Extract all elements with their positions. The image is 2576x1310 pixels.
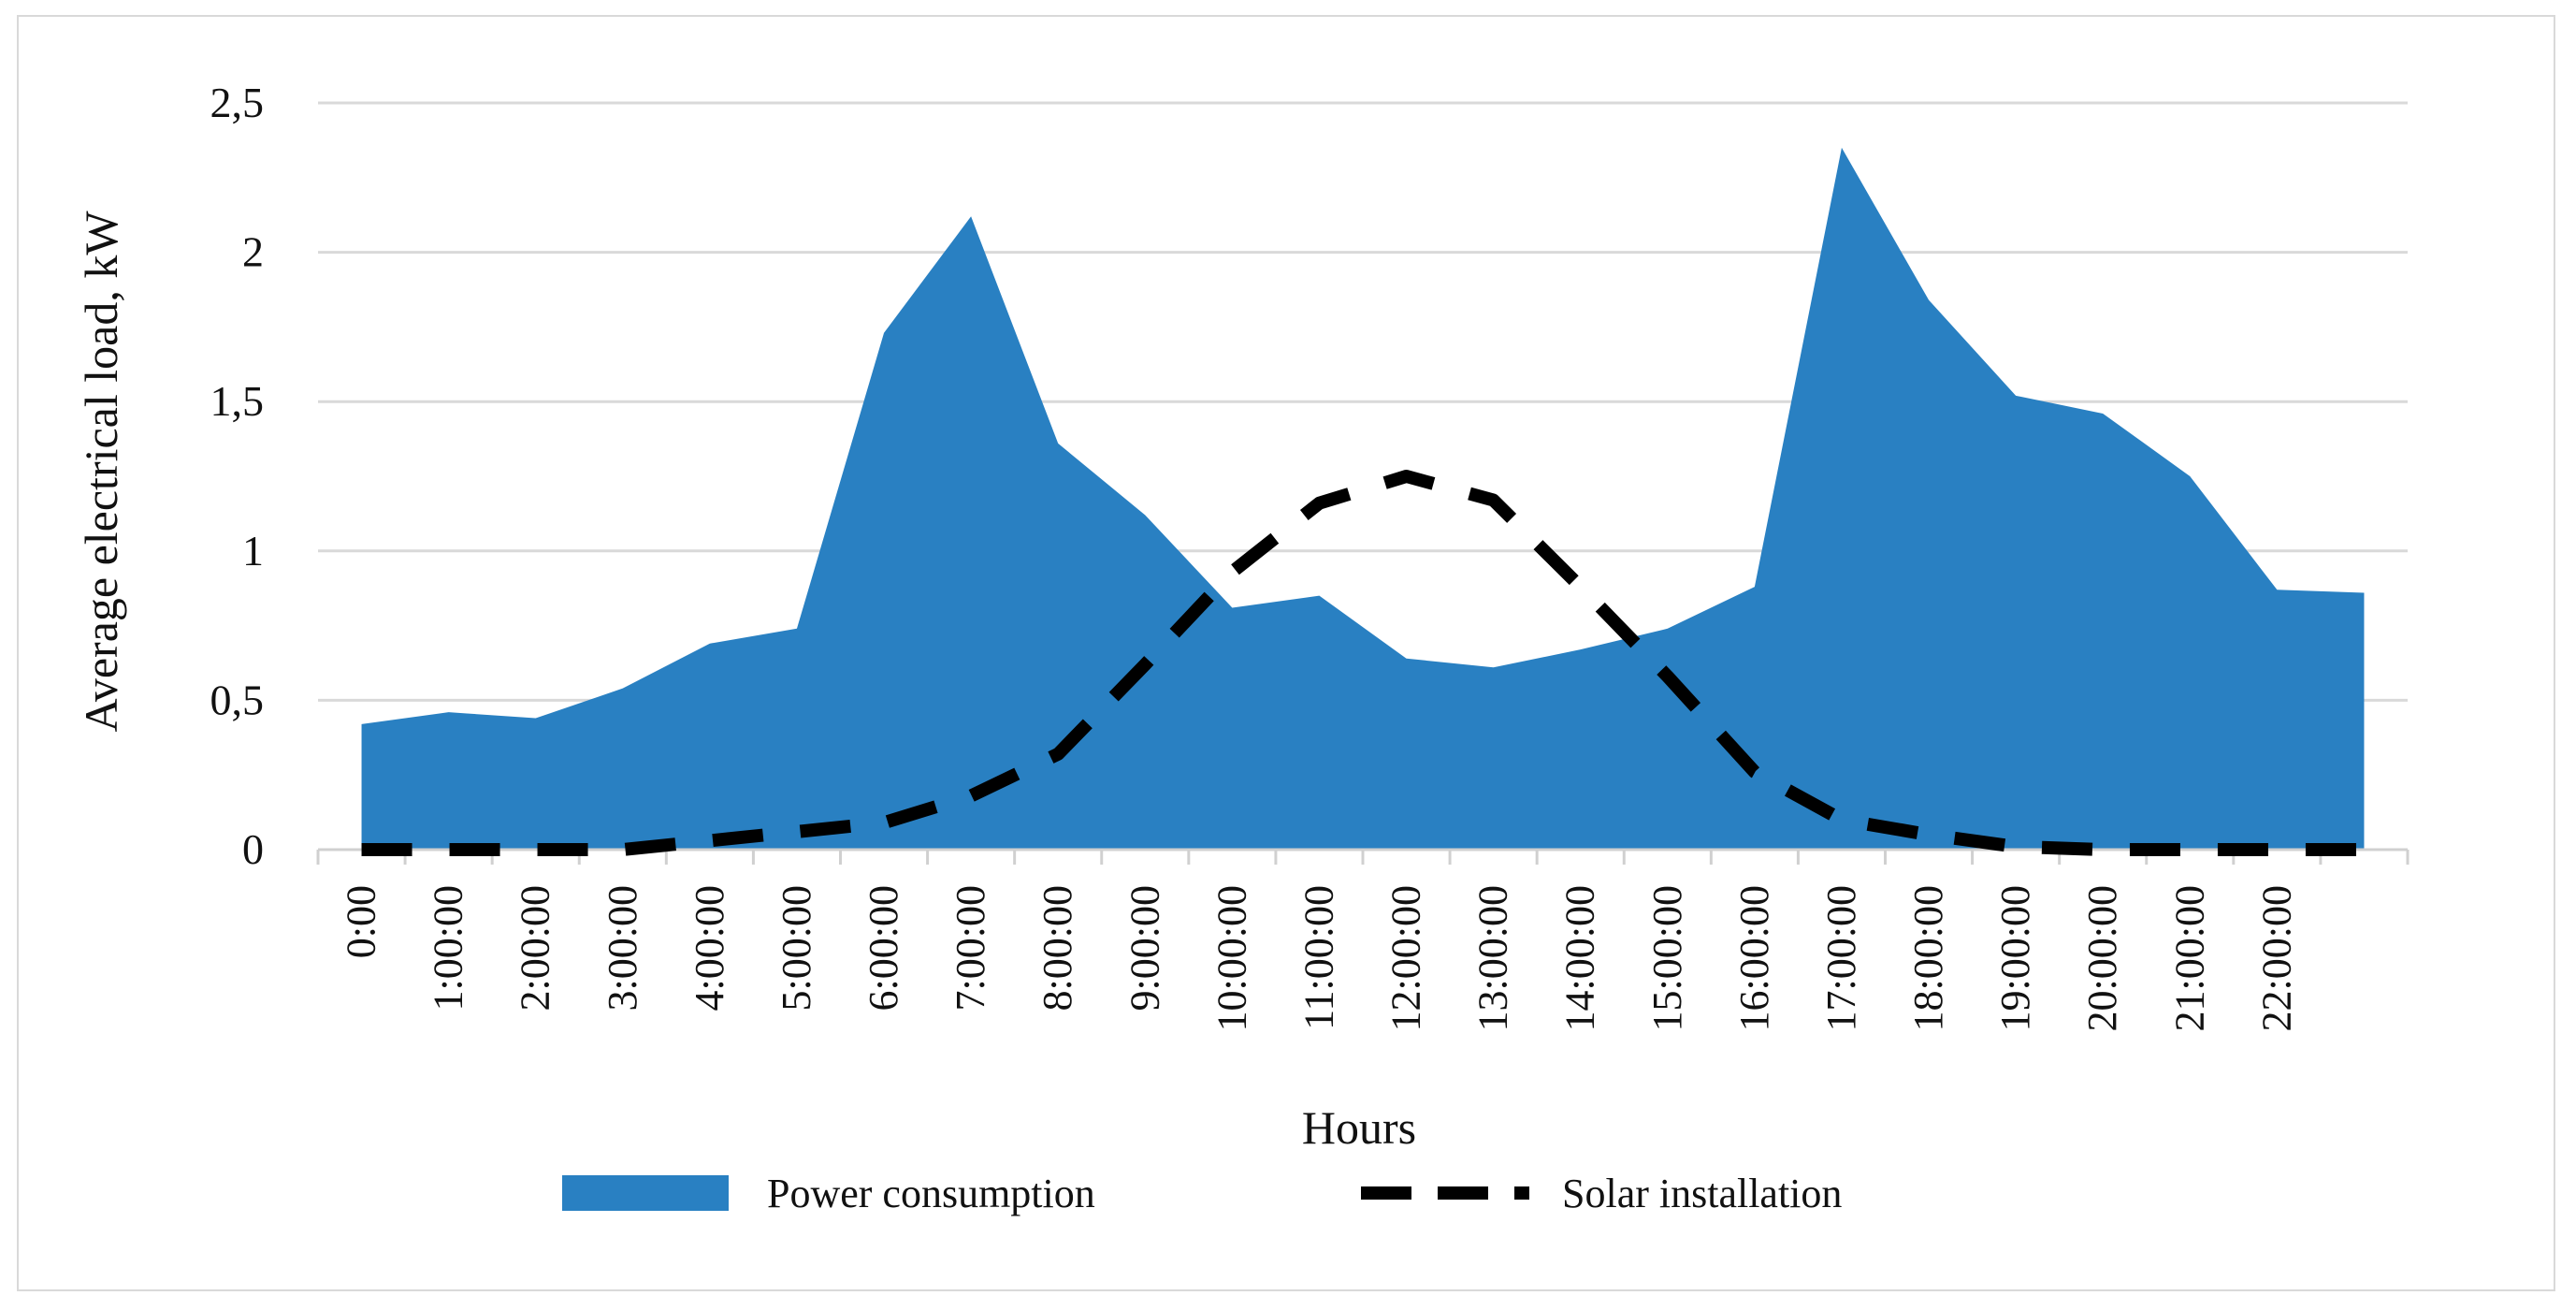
y-tick-label-0,5: 0,5 [210,676,265,723]
y-axis-tick-labels: 0 0,5 1 1,5 2 2,5 [210,79,265,873]
power-consumption-area [361,147,2365,850]
x-tick-label: 18:00:00 [1905,885,1951,1031]
x-tick-label: 0:00 [339,885,384,958]
y-tick-label-2: 2 [242,228,264,276]
x-tick-label: 5:00:00 [774,885,819,1011]
x-axis-tick-labels: 0:00 1:00:00 2:00:00 3:00:00 4:00:00 5:00:00 6… [339,885,2300,1031]
x-tick-label: 6:00:00 [861,885,906,1011]
x-axis-title: Hours [1302,1101,1416,1154]
y-tick-label-2,5: 2,5 [210,79,265,126]
x-tick-label: 3:00:00 [600,885,645,1011]
x-tick-label: 13:00:00 [1470,885,1516,1031]
x-tick-label: 1:00:00 [426,885,471,1011]
x-tick-label: 2:00:00 [513,885,558,1011]
x-tick-label: 8:00:00 [1035,885,1080,1011]
legend: Power consumption Solar installation [562,1171,1842,1216]
y-tick-label-0: 0 [242,825,264,873]
power-consumption-area-layer [361,147,2365,850]
x-tick-label: 22:00:00 [2253,885,2299,1031]
y-axis-title: Average electrical load, kW [75,211,127,733]
x-tick-label: 11:00:00 [1295,885,1341,1030]
y-tick-label-1: 1 [242,527,264,575]
x-tick-label: 15:00:00 [1644,885,1690,1031]
x-tick-label: 4:00:00 [687,885,732,1011]
x-tick-label: 16:00:00 [1731,885,1777,1031]
x-tick-label: 14:00:00 [1557,885,1603,1031]
x-tick-label: 10:00:00 [1208,885,1254,1031]
legend-swatch-power-consumption [562,1175,729,1211]
x-tick-label: 12:00:00 [1383,885,1429,1031]
x-tick-label: 19:00:00 [1992,885,2038,1031]
x-tick-label: 20:00:00 [2079,885,2125,1031]
x-tick-label: 7:00:00 [948,885,993,1011]
x-tick-label: 21:00:00 [2166,885,2212,1031]
legend-label-solar-installation: Solar installation [1562,1171,1842,1216]
x-tick-label: 17:00:00 [1818,885,1864,1031]
legend-label-power-consumption: Power consumption [767,1171,1095,1216]
x-tick-label: 9:00:00 [1122,885,1167,1011]
y-tick-label-1,5: 1,5 [210,377,265,425]
